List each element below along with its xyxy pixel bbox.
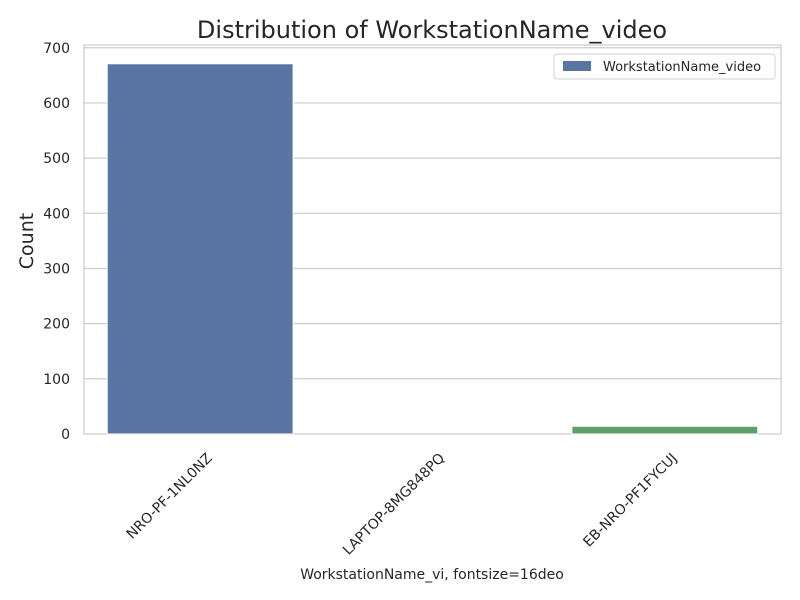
x-tick-labels: NRO-PF-1NL0NZ LAPTOP-8MG848PQ EB-NRO-PF1FY… [124,450,681,558]
y-tick-labels: 0 100 200 300 400 500 600 700 [43,41,70,443]
y-tick-label: 400 [43,206,70,222]
y-tick-label: 300 [43,261,70,277]
x-tick-label: NRO-PF-1NL0NZ [124,450,216,542]
y-axis-label: Count [16,213,38,269]
legend-swatch [563,61,591,71]
y-tick-label: 600 [43,96,70,112]
chart-title: Distribution of WorkstationName_video [197,16,667,44]
legend-box [553,53,776,80]
y-tick-label: 100 [43,372,70,388]
x-tick-label: EB-NRO-PF1FYCUJ [580,450,680,550]
y-tick-label: 0 [61,427,70,443]
legend: WorkstationName_video [553,53,776,80]
bar [106,63,294,435]
bars [106,63,759,435]
x-tick-label: LAPTOP-8MG848PQ [340,450,448,558]
y-tick-label: 200 [43,317,70,333]
y-tick-label: 500 [43,151,70,167]
legend-label: WorkstationName_video [603,60,761,75]
x-axis-label: WorkstationName_vi, fontsize=16deo [300,567,564,583]
bar [571,425,759,435]
y-tick-label: 700 [43,41,70,57]
